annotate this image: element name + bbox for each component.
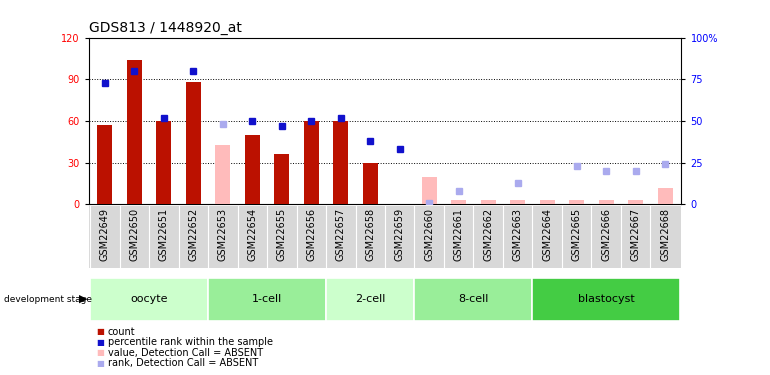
Bar — [127, 60, 142, 204]
Text: GSM22649: GSM22649 — [100, 208, 110, 261]
Text: ■: ■ — [96, 327, 104, 336]
Bar — [451, 200, 466, 204]
Text: GSM22661: GSM22661 — [454, 208, 464, 261]
Bar — [274, 154, 289, 204]
Text: GSM22660: GSM22660 — [424, 208, 434, 261]
Text: ■: ■ — [96, 359, 104, 368]
Text: ▶: ▶ — [79, 294, 88, 304]
Bar — [304, 121, 319, 204]
Bar — [186, 82, 201, 204]
Bar — [599, 200, 614, 204]
Text: development stage: development stage — [4, 295, 92, 304]
Text: oocyte: oocyte — [130, 294, 168, 304]
Text: rank, Detection Call = ABSENT: rank, Detection Call = ABSENT — [108, 358, 258, 368]
Text: 1-cell: 1-cell — [252, 294, 282, 304]
Bar — [481, 200, 496, 204]
Bar — [422, 177, 437, 204]
Text: GDS813 / 1448920_at: GDS813 / 1448920_at — [89, 21, 242, 35]
Bar — [208, 278, 326, 321]
Text: GSM22655: GSM22655 — [276, 208, 286, 261]
Bar — [90, 278, 208, 321]
Bar — [658, 188, 673, 204]
Text: GSM22666: GSM22666 — [601, 208, 611, 261]
Bar — [569, 200, 584, 204]
Text: GSM22667: GSM22667 — [631, 208, 641, 261]
Bar — [414, 278, 533, 321]
Text: 2-cell: 2-cell — [355, 294, 386, 304]
Text: GSM22663: GSM22663 — [513, 208, 523, 261]
Text: percentile rank within the sample: percentile rank within the sample — [108, 338, 273, 347]
Text: GSM22659: GSM22659 — [395, 208, 405, 261]
Text: GSM22657: GSM22657 — [336, 208, 346, 261]
Text: GSM22653: GSM22653 — [218, 208, 228, 261]
Bar — [97, 125, 112, 204]
Bar — [156, 121, 171, 204]
Text: GSM22665: GSM22665 — [572, 208, 581, 261]
Text: GSM22664: GSM22664 — [542, 208, 552, 261]
Text: ■: ■ — [96, 338, 104, 347]
Bar — [511, 200, 525, 204]
Text: GSM22656: GSM22656 — [306, 208, 316, 261]
Bar — [326, 278, 414, 321]
Text: GSM22652: GSM22652 — [189, 208, 198, 261]
Bar — [216, 145, 230, 204]
Bar — [540, 200, 554, 204]
Text: GSM22658: GSM22658 — [365, 208, 375, 261]
Text: GSM22651: GSM22651 — [159, 208, 169, 261]
Bar — [333, 121, 348, 204]
Bar — [245, 135, 259, 204]
Text: GSM22668: GSM22668 — [660, 208, 670, 261]
Text: ■: ■ — [96, 348, 104, 357]
Text: blastocyst: blastocyst — [578, 294, 634, 304]
Bar — [628, 200, 643, 204]
Text: 8-cell: 8-cell — [458, 294, 489, 304]
Text: GSM22650: GSM22650 — [129, 208, 139, 261]
Bar — [363, 163, 377, 204]
Text: count: count — [108, 327, 136, 337]
Text: GSM22654: GSM22654 — [247, 208, 257, 261]
Text: value, Detection Call = ABSENT: value, Detection Call = ABSENT — [108, 348, 263, 358]
Text: GSM22662: GSM22662 — [484, 208, 494, 261]
Bar — [533, 278, 680, 321]
